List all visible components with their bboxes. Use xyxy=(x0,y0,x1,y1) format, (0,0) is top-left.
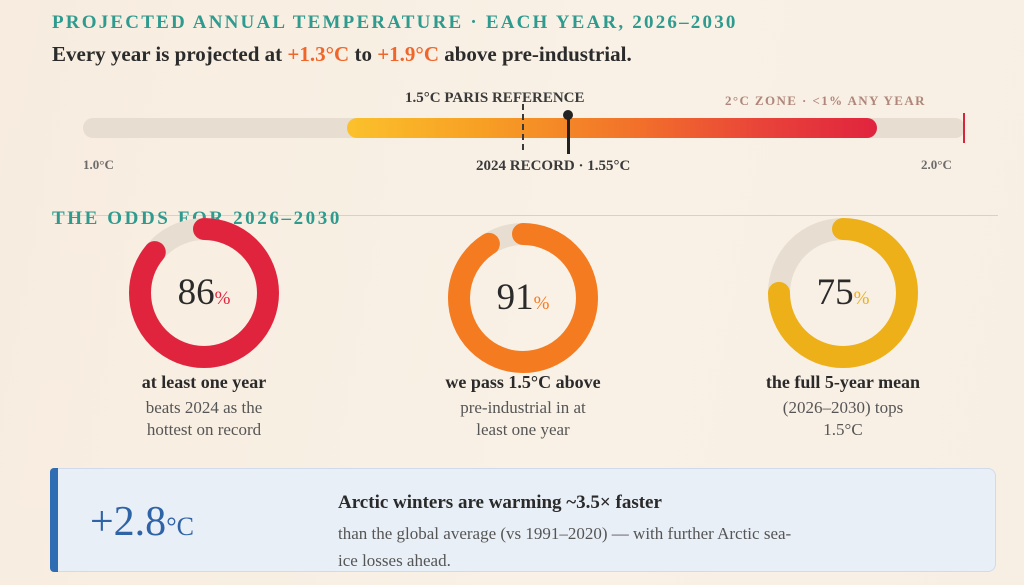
donut-value: 91% xyxy=(443,218,603,378)
scale-min-label: 1.0°C xyxy=(83,157,114,172)
donut-percent-sign: % xyxy=(214,288,231,309)
stat-headline: at least one year xyxy=(141,372,267,392)
range-high-value: +1.9°C xyxy=(377,42,439,66)
paris-reference-marker xyxy=(522,104,524,150)
subtitle-suffix: above pre-industrial. xyxy=(438,42,632,66)
donut-number: 86 xyxy=(177,272,215,313)
donut-value: 86% xyxy=(124,213,284,373)
odds-donut-pass-1-5: 91% xyxy=(443,218,603,378)
donut-number: 75 xyxy=(816,272,854,313)
page-kicker: PROJECTED ANNUAL TEMPERATURE · EACH YEAR… xyxy=(52,12,738,33)
range-low-value: +1.3°C xyxy=(287,42,350,66)
stat-desc-line1: beats 2024 as the xyxy=(145,398,263,417)
record-marker-line xyxy=(567,114,570,154)
subtitle-mid: to xyxy=(349,42,378,66)
stat-desc-line2: least one year xyxy=(476,420,570,439)
donut-value: 75% xyxy=(763,213,923,373)
record-label: 2024 RECORD · 1.55°C xyxy=(476,158,631,174)
donut-ring xyxy=(448,223,598,373)
stat-desc-line1: pre-industrial in at xyxy=(460,398,586,417)
record-marker-dot xyxy=(563,110,573,120)
donut-ring xyxy=(768,218,918,368)
projected-range-bar xyxy=(347,118,877,138)
callout-unit: °C xyxy=(166,512,194,541)
donut-arc xyxy=(448,223,598,373)
arctic-callout xyxy=(50,468,996,572)
arctic-warming-value: +2.8°C xyxy=(90,498,194,546)
subtitle-prefix: Every year is projected at xyxy=(52,42,288,66)
page-subtitle: Every year is projected at +1.3°C to +1.… xyxy=(52,42,632,67)
odds-donut-hottest-year: 86% xyxy=(124,213,284,373)
stat-desc-line1: (2026–2030) tops xyxy=(782,398,904,417)
stat-headline: we pass 1.5°C above xyxy=(445,372,601,392)
odds-donut-five-year-mean: 75% xyxy=(763,213,923,373)
two-degree-marker xyxy=(963,113,965,143)
callout-accent-bar xyxy=(50,468,58,572)
stat-headline: the full 5-year mean xyxy=(765,372,921,392)
callout-body: than the global average (vs 1991–2020) —… xyxy=(338,524,792,570)
donut-ring xyxy=(129,218,279,368)
donut-number: 91 xyxy=(496,277,534,318)
stat-desc-line2: hottest on record xyxy=(146,420,262,439)
section-divider xyxy=(52,215,998,216)
donut-arc xyxy=(768,218,918,368)
callout-number: +2.8 xyxy=(90,499,167,545)
donut-percent-sign: % xyxy=(853,288,870,309)
donut-percent-sign: % xyxy=(533,293,550,314)
stat-desc-line2: 1.5°C xyxy=(823,420,863,439)
two-degree-zone-label: 2°C ZONE · <1% ANY YEAR xyxy=(725,93,926,108)
callout-headline: Arctic winters are warming ~3.5× faster xyxy=(338,492,662,513)
donut-arc xyxy=(129,218,279,368)
paris-reference-label: 1.5°C PARIS REFERENCE xyxy=(405,90,585,106)
scale-max-label: 2.0°C xyxy=(921,157,952,172)
